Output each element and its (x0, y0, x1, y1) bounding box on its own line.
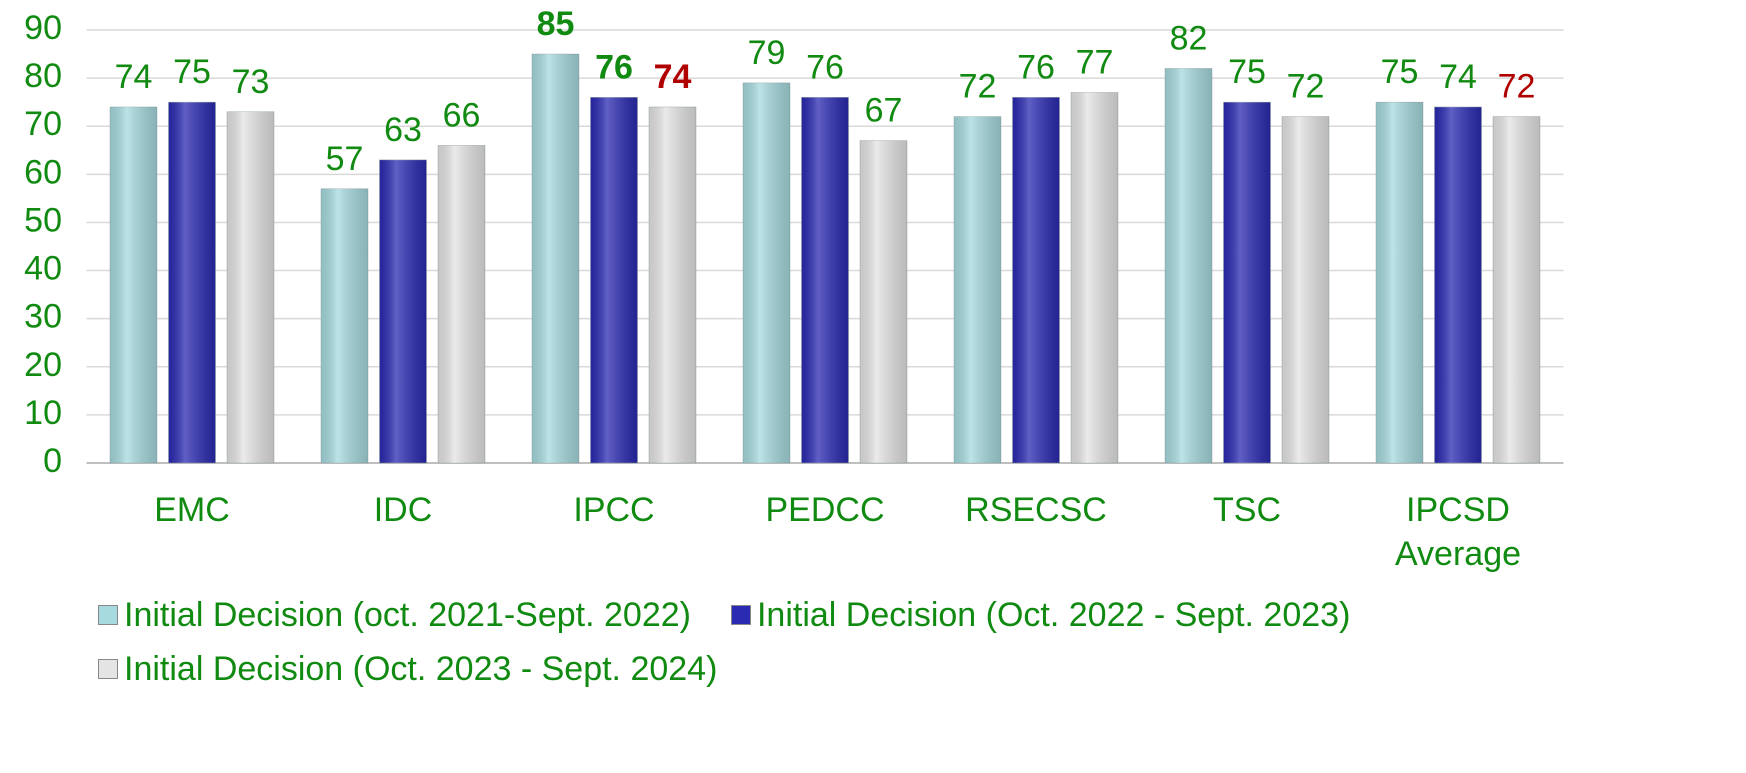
data-label: 74 (115, 58, 153, 96)
data-label: 72 (1287, 68, 1325, 106)
data-label: 76 (806, 48, 844, 86)
data-label: 57 (326, 140, 364, 178)
legend-label: Initial Decision (oct. 2021-Sept. 2022) (124, 596, 691, 634)
legend-item: Initial Decision (Oct. 2022 - Sept. 2023… (730, 592, 1351, 638)
bar-shine (110, 106, 157, 463)
x-tick-label: IPCSD Average (1394, 491, 1522, 573)
data-label: 66 (443, 96, 481, 134)
y-tick-label: 40 (24, 250, 62, 288)
data-label: 76 (1017, 48, 1055, 86)
y-tick-label: 70 (24, 105, 62, 143)
x-tick-label: RSECSC (965, 491, 1107, 529)
legend-swatch (730, 605, 751, 625)
bar-shine (532, 54, 579, 464)
legend: Initial Decision (oct. 2021-Sept. 2022) I… (98, 592, 1658, 692)
data-label: 63 (384, 111, 422, 149)
x-tick-label: PEDCC (765, 491, 885, 529)
legend-label: Initial Decision (Oct. 2022 - Sept. 2023… (756, 596, 1351, 634)
data-label: 72 (1498, 68, 1536, 106)
bar-shine (227, 111, 274, 464)
y-tick-label: 60 (24, 153, 62, 191)
y-tick-label: 90 (24, 9, 62, 47)
bar-shine (438, 145, 485, 463)
bar-shine (1012, 97, 1060, 463)
data-label: 75 (1381, 53, 1419, 91)
bar-shine (1165, 68, 1212, 463)
bar-shine (1434, 106, 1482, 463)
legend-swatch (98, 605, 118, 625)
bar-shine (743, 82, 790, 463)
chart: 0 10 20 30 40 50 60 70 80 90 74 75 73 57 63 66 85 76 74 79 7… (24, 5, 1564, 480)
y-tick-label: 80 (24, 57, 62, 95)
x-tick-label: EMC (154, 491, 230, 529)
bar-shine (1376, 102, 1423, 464)
data-label: 85 (537, 5, 575, 43)
data-label: 73 (232, 63, 270, 101)
bar-shine (860, 140, 907, 463)
bar-shine (954, 116, 1001, 463)
y-tick-label: 0 (43, 442, 62, 480)
legend-item: Initial Decision (oct. 2021-Sept. 2022) (98, 592, 691, 638)
bar-shine (379, 159, 427, 463)
data-label: 82 (1170, 19, 1208, 57)
data-label: 72 (959, 68, 997, 106)
bar-shine (649, 106, 696, 463)
data-label: 74 (1439, 58, 1477, 96)
bar-shine (1071, 92, 1118, 464)
data-label: 67 (865, 92, 903, 130)
y-tick-label: 50 (24, 201, 62, 239)
bar-shine (321, 188, 368, 463)
x-tick-label: IDC (373, 491, 433, 529)
data-label: 76 (595, 48, 633, 86)
legend-label: Initial Decision (Oct. 2023 - Sept. 2024… (124, 650, 718, 688)
legend-swatch (98, 659, 118, 679)
y-tick-label: 30 (24, 298, 62, 336)
bar-shine (168, 102, 216, 464)
data-label: 75 (173, 53, 211, 91)
data-label: 74 (654, 58, 692, 96)
bar-shine (590, 97, 638, 463)
bar-shine (801, 97, 849, 463)
x-tick-label: TSC (1213, 491, 1281, 529)
data-label: 75 (1228, 53, 1266, 91)
data-label: 79 (748, 34, 786, 72)
legend-item: Initial Decision (Oct. 2023 - Sept. 2024… (98, 646, 717, 692)
y-tick-label: 10 (24, 394, 62, 432)
y-tick-label: 20 (24, 346, 62, 384)
bar-shine (1282, 116, 1329, 463)
x-tick-label: IPCC (573, 491, 655, 529)
bar-shine (1223, 102, 1271, 464)
bar-shine (1493, 116, 1540, 463)
data-label: 77 (1076, 44, 1114, 82)
